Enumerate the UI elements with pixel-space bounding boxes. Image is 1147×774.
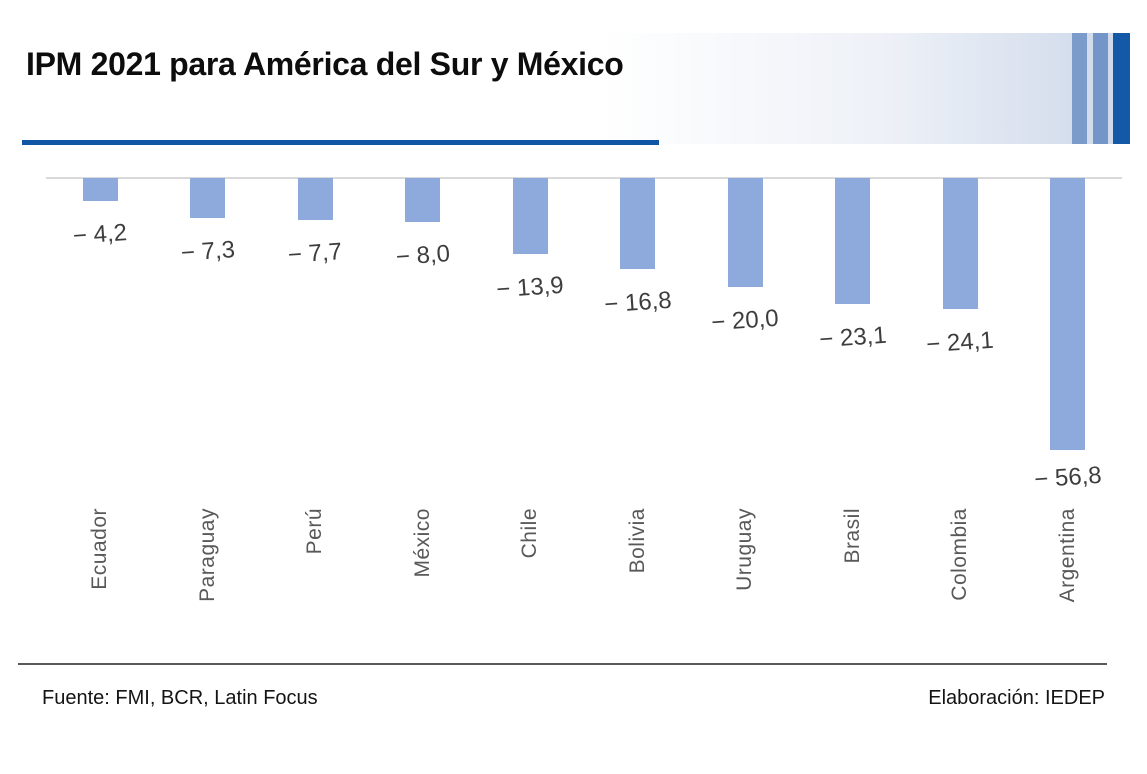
footer-elaboration-text: Elaboración: IEDEP (928, 687, 1105, 709)
category-label: México (410, 508, 434, 578)
category-label: Brasil (840, 508, 864, 564)
category-label: Perú (303, 508, 326, 555)
category-label: Ecuador (88, 508, 111, 590)
bar (835, 178, 870, 304)
title-underline (22, 140, 659, 145)
bar-value-label: − 56,8 (1032, 461, 1103, 494)
category-label: Colombia (948, 508, 971, 601)
bar (82, 178, 118, 201)
footer-source-text: Fuente: FMI, BCR, Latin Focus (42, 687, 318, 709)
footer-divider (18, 663, 1107, 665)
chart-title: IPM 2021 para América del Sur y México (26, 46, 624, 82)
bar (620, 178, 655, 270)
category-label: Paraguay (195, 508, 219, 602)
banner-stripe-mid (1093, 33, 1108, 144)
plot-area: − 4,2 Ecuador − 7,3 Paraguay − 7,7 Perú − 8,0 M… (46, 177, 1122, 603)
bar (1050, 178, 1085, 450)
bar (297, 178, 333, 220)
bar (512, 178, 548, 254)
bar (405, 178, 440, 222)
category-label: Argentina (1055, 508, 1079, 603)
zero-baseline (46, 177, 1122, 179)
bar (942, 178, 978, 310)
banner-stripe-light (1072, 33, 1087, 144)
bar (190, 178, 225, 218)
category-label: Bolivia (625, 508, 649, 574)
bar (727, 178, 763, 287)
category-label: Chile (518, 508, 541, 559)
banner-stripe-dark (1113, 33, 1130, 144)
header-gradient-banner (600, 33, 1130, 144)
category-label: Uruguay (733, 508, 756, 591)
